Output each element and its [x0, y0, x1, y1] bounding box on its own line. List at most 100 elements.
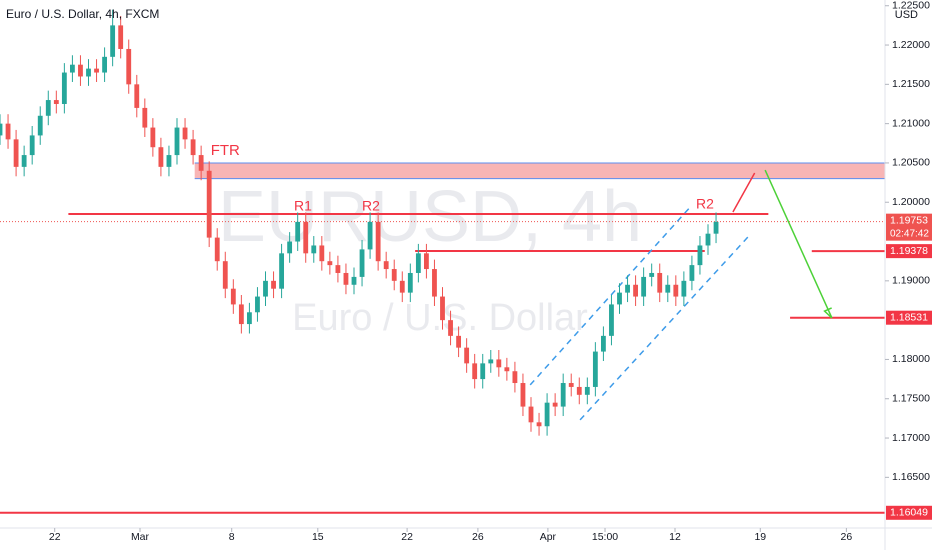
candle-body	[657, 272, 663, 293]
y-tick-label: 1.20000	[892, 196, 930, 208]
candle-body	[287, 241, 293, 254]
candle-body	[472, 363, 478, 380]
arrow	[764, 169, 833, 319]
candle-body	[600, 335, 606, 352]
zone	[194, 162, 885, 179]
candle-body	[94, 68, 99, 73]
level-label: R1	[294, 198, 312, 214]
candle-body	[536, 422, 542, 427]
candle-body	[158, 147, 164, 167]
x-tick-label: 22	[49, 531, 61, 543]
chart-title: Euro / U.S. Dollar, 4h, FXCM	[6, 7, 159, 21]
x-tick-label: Apr	[540, 531, 557, 543]
arrow	[732, 172, 756, 213]
last-price-box	[886, 213, 932, 241]
candle-body	[319, 245, 325, 262]
candle-body	[222, 261, 228, 289]
candle-body	[504, 367, 510, 372]
candle-body	[37, 115, 43, 136]
price-label-box	[886, 505, 932, 520]
y-tick-label: 1.18000	[892, 353, 930, 365]
candle-body	[61, 72, 67, 104]
level-label: R2	[696, 196, 714, 212]
candle-body	[69, 64, 75, 73]
candle-body	[681, 280, 687, 297]
price-label: 1.19378	[890, 245, 928, 257]
price-label: 1.16049	[890, 507, 928, 519]
y-tick-label: 1.21500	[892, 78, 930, 90]
x-tick-label: 26	[472, 531, 484, 543]
candle-body	[343, 272, 349, 285]
candle-body	[263, 280, 268, 297]
candle-body	[544, 402, 550, 427]
candle-body	[86, 68, 91, 77]
y-tick-label: 1.17000	[892, 432, 930, 444]
candle-body	[592, 351, 598, 387]
candle-body	[246, 312, 252, 325]
y-tick-label: 1.19000	[892, 275, 930, 287]
candle-body	[150, 127, 156, 148]
candle-body	[423, 253, 429, 270]
arrow-head	[823, 307, 833, 319]
candle-body	[110, 25, 116, 57]
price-label: 1.18531	[890, 311, 928, 323]
candle-body	[520, 383, 526, 407]
candle-body	[391, 269, 397, 281]
candle-body	[649, 272, 655, 277]
candle-body	[375, 221, 381, 262]
candle-body	[45, 100, 51, 116]
x-tick-label: 8	[229, 531, 235, 543]
candle-body	[295, 221, 301, 242]
candle-body	[0, 123, 3, 136]
candle-body	[448, 320, 453, 336]
price-label-box	[886, 310, 932, 325]
candle-body	[271, 280, 276, 289]
candle-body	[568, 383, 574, 387]
candle-body	[456, 335, 462, 348]
candle-body	[198, 155, 204, 171]
candle-body	[496, 359, 502, 368]
candle-body	[383, 261, 389, 270]
candle-body	[560, 383, 566, 407]
candle-body	[29, 135, 35, 156]
candle-body	[214, 237, 220, 262]
candle-body	[697, 245, 703, 266]
x-tick-label: 19	[754, 531, 766, 543]
candle-body	[238, 304, 244, 325]
x-tick-label: 15:00	[592, 531, 618, 543]
candle-body	[432, 269, 437, 297]
candle-body	[689, 265, 695, 281]
candle-body	[118, 25, 124, 49]
x-tick-label: Mar	[131, 531, 150, 543]
candle-body	[182, 127, 188, 140]
candle-body	[359, 249, 365, 277]
candle-body	[673, 284, 679, 297]
candle-body	[166, 155, 172, 167]
candle-body	[102, 56, 108, 73]
candle-body	[5, 123, 11, 140]
candle-body	[464, 347, 470, 364]
candle-body	[625, 284, 630, 293]
level-label: R2	[362, 198, 380, 214]
candle-body	[142, 107, 148, 128]
candle-body	[78, 64, 83, 77]
candle-body	[206, 170, 212, 238]
candle-body	[584, 386, 590, 395]
candle-body	[480, 363, 486, 380]
y-tick-label: 1.17500	[892, 393, 930, 405]
y-tick-label: 1.20500	[892, 157, 930, 169]
candle-body	[641, 276, 647, 297]
x-tick-label: 15	[312, 531, 324, 543]
candle-body	[126, 48, 132, 85]
candle-body	[512, 371, 518, 384]
candle-body	[351, 276, 357, 285]
candle-body	[415, 253, 421, 273]
countdown: 02:47:42	[890, 228, 929, 239]
candle-body	[705, 233, 711, 246]
y-tick-label: 1.21000	[892, 117, 930, 129]
candle-body	[399, 280, 405, 293]
currency: USD	[895, 9, 918, 21]
